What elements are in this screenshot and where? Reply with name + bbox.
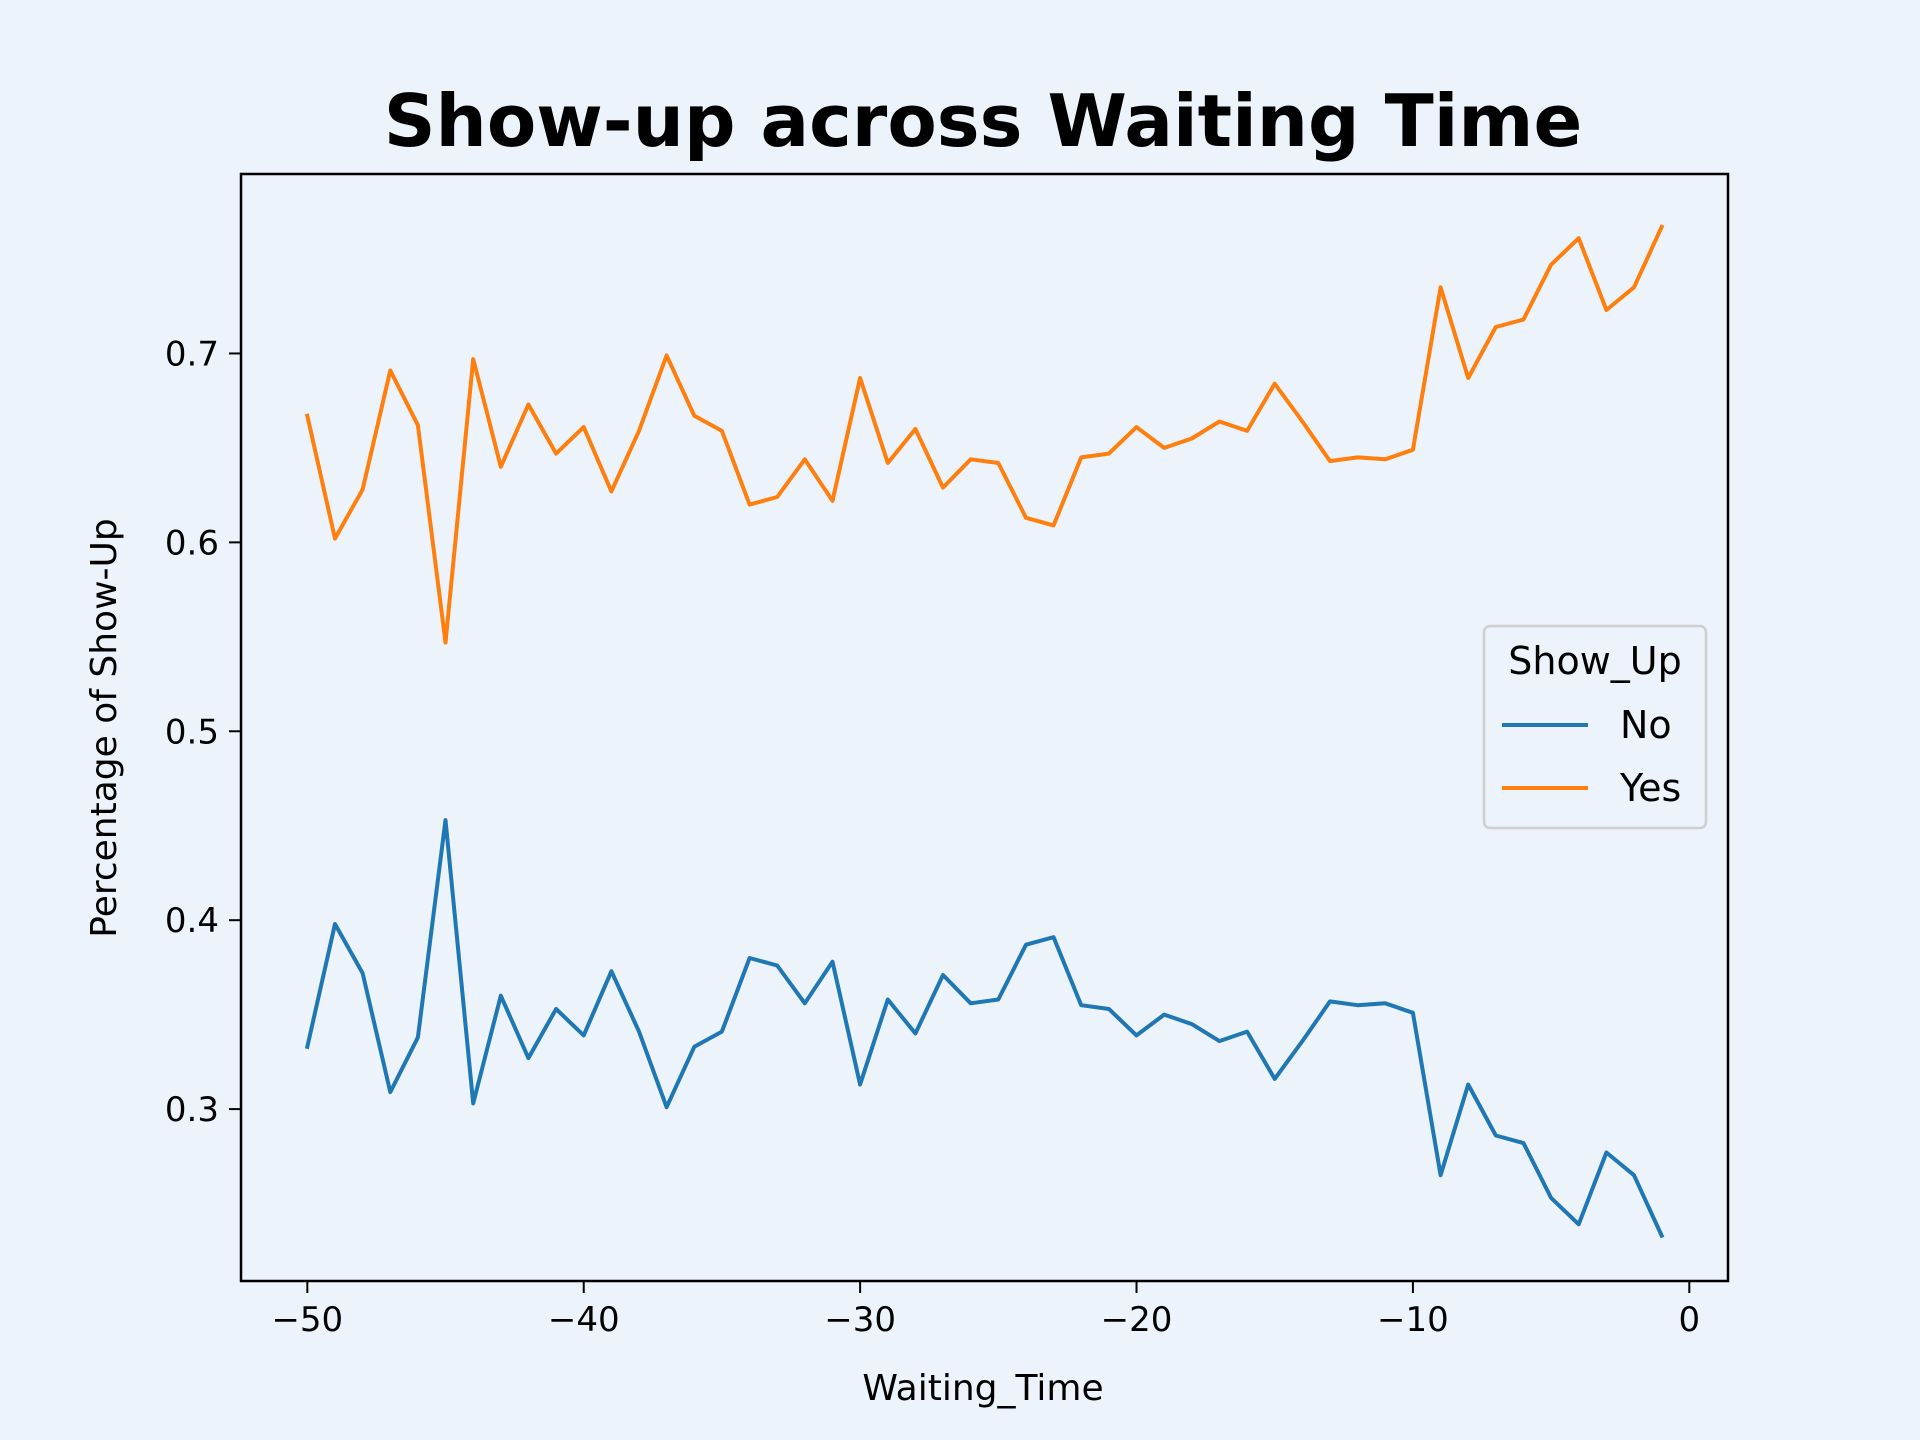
x-tick-label: −50 [271,1300,343,1340]
x-axis: −50 −40 −30 −20 −10 0 [271,1281,1700,1340]
series-line-yes [304,224,1665,645]
x-tick-label: −20 [1101,1300,1173,1340]
chart-title: Show-up across Waiting Time [384,79,1583,163]
y-tick-label: 0.7 [165,334,219,374]
x-axis-label: Waiting_Time [862,1368,1103,1409]
plot-area [239,172,1730,1283]
x-tick-label: 0 [1678,1300,1700,1340]
y-tick-label: 0.5 [165,712,219,752]
y-tick-label: 0.4 [165,901,219,941]
legend-title: Show_Up [1508,639,1681,683]
legend: Show_Up No Yes [1482,624,1708,830]
x-tick-label: −10 [1377,1300,1449,1340]
legend-box [1482,624,1708,830]
y-axis-label: Percentage of Show-Up [84,518,125,937]
y-tick-label: 0.3 [165,1090,219,1130]
y-axis: 0.3 0.4 0.5 0.6 0.7 [165,334,241,1130]
legend-label-yes: Yes [1619,766,1681,810]
x-tick-label: −30 [824,1300,896,1340]
y-tick-label: 0.6 [165,523,219,563]
x-tick-label: −40 [548,1300,620,1340]
series-line-no [304,818,1665,1239]
plot-frame [239,172,1730,1283]
legend-label-no: No [1620,703,1672,747]
